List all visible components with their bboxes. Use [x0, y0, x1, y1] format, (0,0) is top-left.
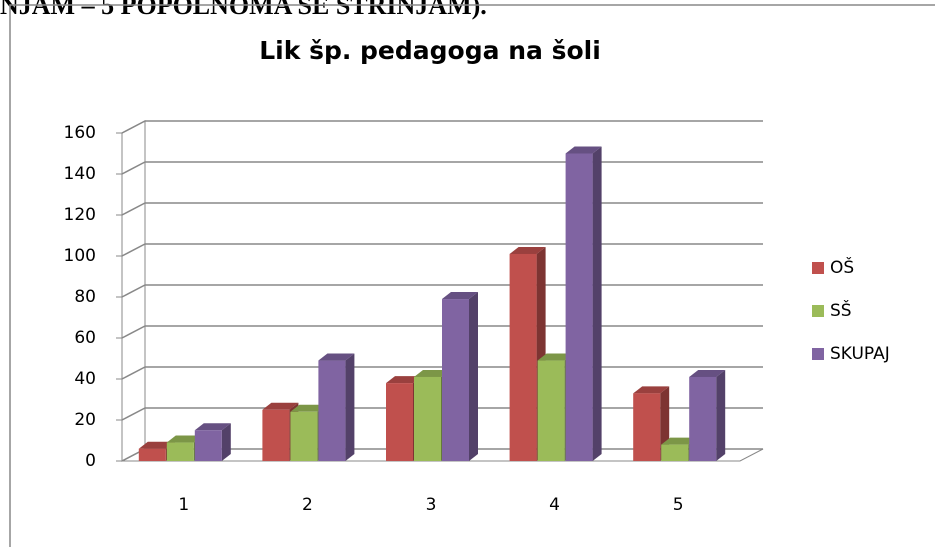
y-tick-label: 80	[74, 287, 96, 307]
bar-top	[386, 376, 422, 384]
bar-top	[442, 292, 478, 300]
grid-line	[121, 202, 763, 216]
bar-top	[166, 435, 203, 443]
legend-label: SŠ	[830, 299, 852, 321]
bar-top	[633, 386, 670, 394]
y-tick-label: 60	[74, 328, 96, 348]
bar	[386, 383, 413, 461]
x-tick-label: 4	[549, 495, 560, 515]
bar	[661, 444, 689, 461]
bar-top	[138, 441, 175, 449]
bar-top	[661, 437, 698, 445]
bar-side	[345, 353, 355, 461]
chart-title: Lik šp. pedagoga na šoli	[259, 36, 601, 65]
legend-swatch	[812, 262, 824, 274]
grid-line	[121, 243, 763, 257]
bar-side	[469, 292, 478, 461]
bar-side	[716, 369, 726, 461]
bar-side	[221, 423, 231, 461]
bar	[537, 360, 565, 461]
header-fragment: NJAM – 5 POPOLNOMA SE STRINJAM).	[0, 0, 487, 20]
bar	[633, 393, 661, 461]
grid-line	[121, 284, 763, 298]
x-tick-label: 5	[673, 495, 684, 515]
legend-swatch	[812, 305, 824, 317]
bar-top	[509, 246, 546, 254]
bar-top	[290, 404, 327, 412]
legend-label: OŠ	[830, 256, 854, 278]
x-tick-label: 1	[178, 495, 189, 515]
y-tick-label: 20	[74, 410, 96, 430]
y-tick-label: 0	[85, 451, 96, 471]
y-tick-label: 40	[74, 369, 96, 389]
bar-top	[318, 353, 355, 361]
bar	[689, 376, 717, 461]
x-tick-label: 3	[426, 495, 437, 515]
bar	[509, 253, 537, 461]
bar	[166, 442, 194, 461]
bar-side	[592, 146, 602, 461]
bar	[194, 430, 222, 461]
bar	[414, 376, 441, 461]
bar-top	[194, 423, 231, 431]
bar-top	[565, 146, 602, 154]
y-tick-label: 160	[64, 123, 96, 143]
legend-label: SKUPAJ	[830, 344, 890, 364]
bar	[442, 299, 469, 461]
y-tick-label: 140	[64, 164, 96, 184]
y-tick-label: 120	[64, 205, 96, 225]
chart-border	[9, 4, 935, 547]
bar-top	[414, 369, 450, 377]
bar	[262, 409, 290, 461]
bar	[138, 448, 166, 461]
x-tick-label: 2	[302, 495, 313, 515]
bar	[565, 153, 593, 461]
bar-top	[262, 402, 299, 410]
bar-top	[689, 369, 726, 377]
bar	[290, 411, 318, 461]
bar	[318, 360, 346, 461]
grid-line	[121, 325, 763, 339]
bar-top	[537, 353, 574, 361]
legend-swatch	[812, 348, 824, 360]
grid-line	[121, 161, 763, 175]
y-tick-label: 100	[64, 246, 96, 266]
grid-line	[121, 120, 763, 134]
